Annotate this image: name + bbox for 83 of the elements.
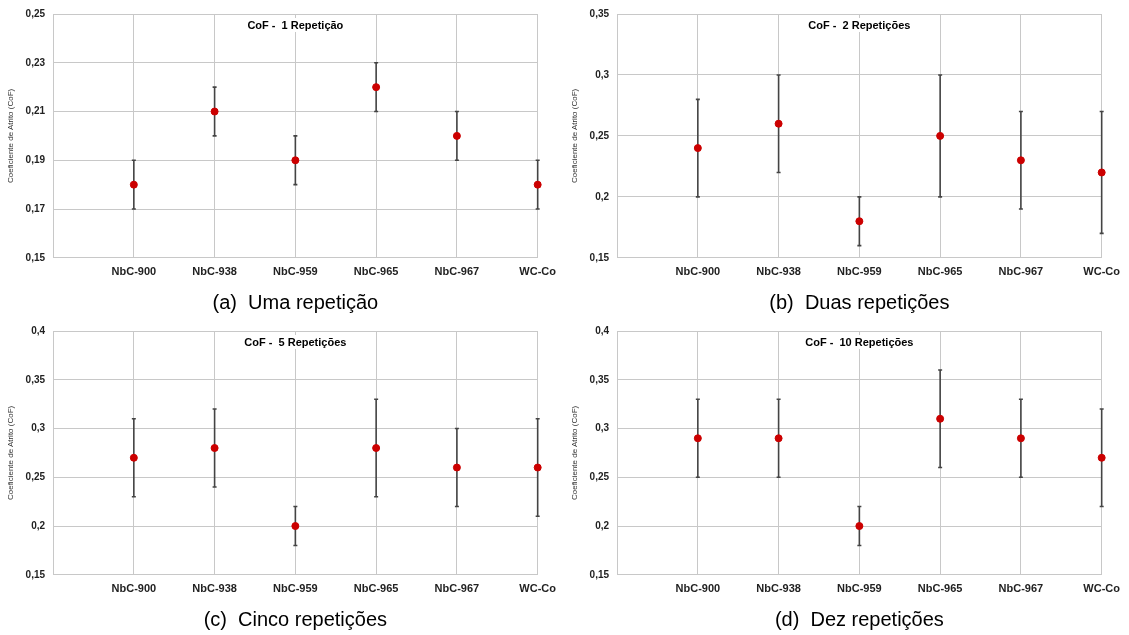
x-tick-label: NbC-967 xyxy=(434,582,480,595)
y-tick-label: 0,2 xyxy=(595,519,610,531)
y-tick-label: 0,25 xyxy=(589,471,610,483)
x-tick-label: NbC-900 xyxy=(675,265,721,278)
y-axis-title: Coeficiente de Atrito (CoF) xyxy=(570,405,579,501)
chart-title: CoF - 5 Repetições xyxy=(244,335,347,348)
y-tick-label: 0,3 xyxy=(31,422,46,434)
point xyxy=(372,83,381,92)
x-tick-label: NbC-967 xyxy=(998,265,1044,278)
x-tick-label: NbC-965 xyxy=(917,582,963,595)
point xyxy=(774,434,783,443)
point xyxy=(936,131,945,140)
x-tick-label: NbC-965 xyxy=(353,582,399,595)
point xyxy=(452,463,461,472)
point xyxy=(291,522,300,531)
y-tick-label: 0,15 xyxy=(25,568,46,580)
point xyxy=(129,453,138,462)
point xyxy=(774,119,783,128)
x-tick-label: NbC-959 xyxy=(837,582,882,595)
y-tick-label: 0,2 xyxy=(31,519,46,531)
y-tick-label: 0,23 xyxy=(25,56,46,68)
point xyxy=(129,180,138,189)
y-axis-title: Coeficiente de Atrito (CoF) xyxy=(6,88,15,184)
y-axis-title: Coeficiente de Atrito (CoF) xyxy=(570,88,579,184)
y-tick-label: 0,4 xyxy=(31,324,46,336)
x-tick-label: NbC-900 xyxy=(111,582,157,595)
y-tick-label: 0,35 xyxy=(589,7,610,19)
point xyxy=(533,180,542,189)
point xyxy=(855,522,864,531)
y-axis-title: Coeficiente de Atrito (CoF) xyxy=(6,405,15,501)
x-tick-label: NbC-900 xyxy=(111,265,157,278)
point xyxy=(533,463,542,472)
x-tick-label: NbC-965 xyxy=(353,265,399,278)
x-tick-label: NbC-938 xyxy=(192,582,237,595)
point xyxy=(936,414,945,423)
text: (b) Duas repetições xyxy=(769,290,950,313)
y-tick-label: 0,4 xyxy=(595,324,610,336)
chart-title: CoF - 10 Repetições xyxy=(805,335,914,348)
y-tick-label: 0,15 xyxy=(589,568,610,580)
x-tick-label: NbC-900 xyxy=(675,582,721,595)
chart-title: CoF - 2 Repetições xyxy=(808,18,911,31)
y-tick-label: 0,25 xyxy=(589,129,610,141)
x-tick-label: WC-Co xyxy=(519,265,557,278)
y-tick-label: 0,35 xyxy=(589,373,610,385)
x-tick-label: NbC-959 xyxy=(273,582,318,595)
point xyxy=(693,144,702,153)
point xyxy=(855,217,864,226)
y-tick-label: 0,17 xyxy=(25,202,46,214)
point xyxy=(1016,156,1025,165)
chart-title: CoF - 1 Repetição xyxy=(247,18,344,31)
point xyxy=(1016,434,1025,443)
x-tick-label: NbC-938 xyxy=(756,265,801,278)
x-tick-label: WC-Co xyxy=(1083,265,1121,278)
x-tick-label: WC-Co xyxy=(1083,582,1121,595)
point xyxy=(210,107,219,116)
y-tick-label: 0,2 xyxy=(595,190,610,202)
x-tick-label: NbC-965 xyxy=(917,265,963,278)
x-tick-label: NbC-967 xyxy=(998,582,1044,595)
x-tick-label: NbC-959 xyxy=(837,265,882,278)
y-tick-label: 0,25 xyxy=(25,7,46,19)
y-tick-label: 0,15 xyxy=(589,251,610,263)
y-tick-label: 0,19 xyxy=(25,154,46,166)
point xyxy=(1097,453,1106,462)
point xyxy=(1097,168,1106,177)
point xyxy=(372,444,381,453)
text: (c) Cinco repetições xyxy=(203,607,388,630)
point xyxy=(452,131,461,140)
x-tick-label: NbC-967 xyxy=(434,265,480,278)
y-tick-label: 0,35 xyxy=(25,373,46,385)
y-tick-label: 0,21 xyxy=(25,105,46,117)
point xyxy=(210,444,219,453)
y-tick-label: 0,3 xyxy=(595,68,610,80)
y-tick-label: 0,3 xyxy=(595,422,610,434)
y-tick-label: 0,25 xyxy=(25,471,46,483)
x-tick-label: WC-Co xyxy=(519,582,557,595)
point xyxy=(693,434,702,443)
x-tick-label: NbC-938 xyxy=(192,265,237,278)
point xyxy=(291,156,300,165)
text: (d) Dez repetições xyxy=(774,607,944,630)
x-tick-label: NbC-938 xyxy=(756,582,801,595)
y-tick-label: 0,15 xyxy=(25,251,46,263)
x-tick-label: NbC-959 xyxy=(273,265,318,278)
text: (a) Uma repetição xyxy=(212,290,379,313)
